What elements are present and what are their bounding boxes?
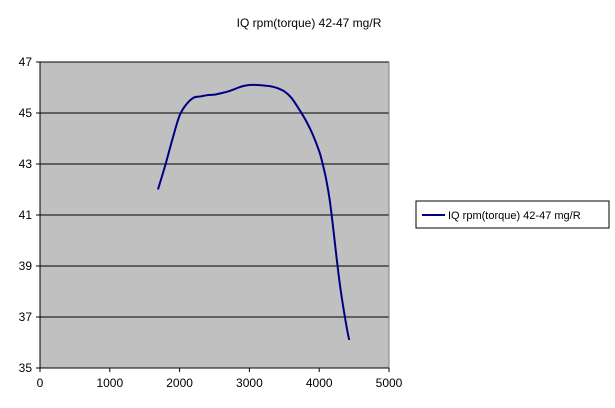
y-tick-label-47: 47 <box>19 55 33 69</box>
x-tick-label-1000: 1000 <box>96 376 123 390</box>
y-tick-label-35: 35 <box>19 361 33 375</box>
x-tick-label-4000: 4000 <box>306 376 333 390</box>
axes: 35 37 39 41 43 45 47 0 1000 2000 3000 4000 5000 <box>19 55 403 390</box>
x-tick-label-5000: 5000 <box>376 376 403 390</box>
legend-entry-label: IQ rpm(torque) 42-47 mg/R <box>448 210 581 222</box>
y-tick-label-43: 43 <box>19 157 33 171</box>
y-tick-label-39: 39 <box>19 259 33 273</box>
y-tick-label-45: 45 <box>19 106 33 120</box>
legend-box <box>415 200 610 229</box>
x-tick-label-3000: 3000 <box>236 376 263 390</box>
legend: IQ rpm(torque) 42-47 mg/R <box>415 200 610 229</box>
chart-title: IQ rpm(torque) 42-47 mg/R <box>237 16 382 30</box>
y-tick-label-41: 41 <box>19 208 33 222</box>
x-tick-label-0: 0 <box>37 376 44 390</box>
plot-area <box>40 61 390 368</box>
series-layer <box>157 83 351 341</box>
series-line-0 <box>157 83 351 341</box>
y-tick-label-37: 37 <box>19 310 33 324</box>
x-tick-label-2000: 2000 <box>166 376 193 390</box>
